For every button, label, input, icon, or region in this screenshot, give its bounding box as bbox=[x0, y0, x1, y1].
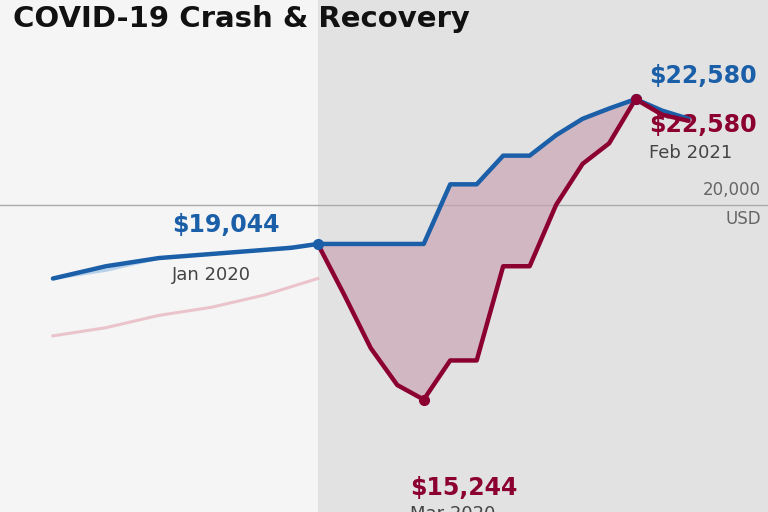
Text: $15,244: $15,244 bbox=[410, 476, 517, 500]
Text: Feb 2021: Feb 2021 bbox=[650, 143, 733, 162]
Text: 20,000: 20,000 bbox=[703, 181, 761, 199]
Text: USD: USD bbox=[726, 210, 761, 228]
Bar bbox=[318, 0, 768, 512]
Text: COVID-19 Crash & Recovery: COVID-19 Crash & Recovery bbox=[13, 5, 470, 33]
Text: $22,580: $22,580 bbox=[650, 64, 757, 88]
Text: Mar 2020: Mar 2020 bbox=[410, 505, 495, 512]
Text: $22,580: $22,580 bbox=[650, 113, 757, 137]
Text: $19,044: $19,044 bbox=[172, 213, 280, 237]
Text: Jan 2020: Jan 2020 bbox=[172, 266, 251, 284]
